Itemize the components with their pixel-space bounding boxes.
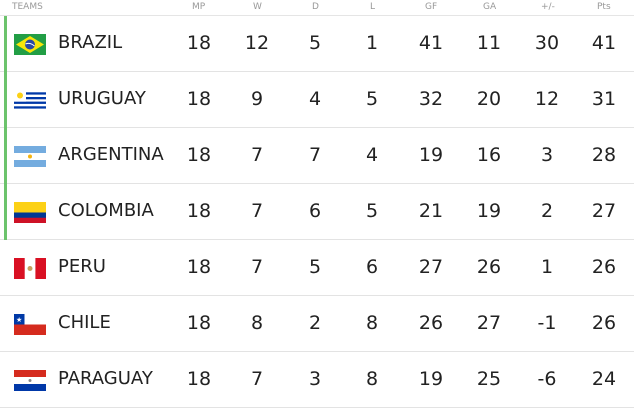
team-name[interactable]: PARAGUAY bbox=[58, 368, 153, 389]
stat-mp: 18 bbox=[186, 32, 212, 54]
stat-w: 7 bbox=[250, 368, 264, 390]
stat-mp: 18 bbox=[186, 144, 212, 166]
stat-d: 5 bbox=[308, 256, 322, 278]
chile-flag-icon: ★ bbox=[14, 314, 46, 335]
table-row[interactable]: PARAGUAY 18 7 3 8 19 25 -6 24 bbox=[0, 352, 634, 408]
team-name[interactable]: BRAZIL bbox=[58, 32, 123, 53]
team-name[interactable]: URUGUAY bbox=[58, 88, 146, 109]
team-name[interactable]: CHILE bbox=[58, 312, 111, 333]
argentina-flag-icon bbox=[14, 146, 46, 167]
stat-gd: -1 bbox=[537, 312, 557, 334]
stat-gf: 27 bbox=[418, 256, 444, 278]
stat-ga: 16 bbox=[476, 144, 502, 166]
stat-w: 7 bbox=[250, 256, 264, 278]
header-w: W bbox=[253, 2, 262, 12]
stat-mp: 18 bbox=[186, 312, 212, 334]
header-pts: Pts bbox=[597, 2, 611, 12]
header-gd: +/- bbox=[541, 2, 555, 12]
table-row[interactable]: ★ CHILE 18 8 2 8 26 27 -1 26 bbox=[0, 296, 634, 352]
stat-pts: 26 bbox=[591, 312, 617, 334]
stat-l: 8 bbox=[365, 312, 379, 334]
qualification-marker bbox=[4, 72, 7, 128]
stat-mp: 18 bbox=[186, 200, 212, 222]
stat-gf: 19 bbox=[418, 368, 444, 390]
stat-pts: 28 bbox=[591, 144, 617, 166]
stat-d: 2 bbox=[308, 312, 322, 334]
table-row[interactable]: COLOMBIA 18 7 6 5 21 19 2 27 bbox=[0, 184, 634, 240]
stat-l: 1 bbox=[365, 32, 379, 54]
stat-d: 3 bbox=[308, 368, 322, 390]
stat-pts: 24 bbox=[591, 368, 617, 390]
header-ga: GA bbox=[483, 2, 497, 12]
stat-gd: 12 bbox=[534, 88, 560, 110]
team-name[interactable]: ARGENTINA bbox=[58, 144, 164, 165]
stat-w: 12 bbox=[244, 32, 270, 54]
stat-gd: 30 bbox=[534, 32, 560, 54]
stat-pts: 27 bbox=[591, 200, 617, 222]
stat-mp: 18 bbox=[186, 88, 212, 110]
table-row[interactable]: ARGENTINA 18 7 7 4 19 16 3 28 bbox=[0, 128, 634, 184]
stat-d: 4 bbox=[308, 88, 322, 110]
table-header: TEAMS MP W D L GF GA +/- Pts bbox=[0, 0, 634, 16]
table-row[interactable]: PERU 18 7 5 6 27 26 1 26 bbox=[0, 240, 634, 296]
stat-ga: 27 bbox=[476, 312, 502, 334]
peru-flag-icon bbox=[14, 258, 46, 279]
header-l: L bbox=[370, 2, 376, 12]
stat-w: 7 bbox=[250, 200, 264, 222]
stat-gd: 1 bbox=[540, 256, 554, 278]
stat-gd: -6 bbox=[537, 368, 557, 390]
stat-ga: 11 bbox=[476, 32, 502, 54]
colombia-flag-icon bbox=[14, 202, 46, 223]
paraguay-flag-icon bbox=[14, 370, 46, 391]
stat-d: 5 bbox=[308, 32, 322, 54]
stat-w: 9 bbox=[250, 88, 264, 110]
stat-gf: 32 bbox=[418, 88, 444, 110]
header-teams: TEAMS bbox=[12, 2, 43, 12]
stat-gf: 26 bbox=[418, 312, 444, 334]
stat-pts: 26 bbox=[591, 256, 617, 278]
stat-mp: 18 bbox=[186, 256, 212, 278]
qualification-marker bbox=[4, 128, 7, 184]
brazil-flag-icon bbox=[14, 34, 46, 55]
qualification-marker bbox=[4, 16, 7, 72]
team-name[interactable]: COLOMBIA bbox=[58, 200, 154, 221]
table-row[interactable]: BRAZIL 18 12 5 1 41 11 30 41 bbox=[0, 16, 634, 72]
qualification-marker bbox=[4, 184, 7, 240]
stat-ga: 20 bbox=[476, 88, 502, 110]
stat-mp: 18 bbox=[186, 368, 212, 390]
stat-pts: 41 bbox=[591, 32, 617, 54]
stat-l: 5 bbox=[365, 200, 379, 222]
stat-l: 5 bbox=[365, 88, 379, 110]
header-mp: MP bbox=[192, 2, 206, 12]
stat-w: 7 bbox=[250, 144, 264, 166]
stat-gd: 3 bbox=[540, 144, 554, 166]
stat-gd: 2 bbox=[540, 200, 554, 222]
table-row[interactable]: URUGUAY 18 9 4 5 32 20 12 31 bbox=[0, 72, 634, 128]
stat-l: 8 bbox=[365, 368, 379, 390]
stat-l: 6 bbox=[365, 256, 379, 278]
stat-d: 7 bbox=[308, 144, 322, 166]
stat-gf: 21 bbox=[418, 200, 444, 222]
stat-d: 6 bbox=[308, 200, 322, 222]
stat-ga: 26 bbox=[476, 256, 502, 278]
header-gf: GF bbox=[425, 2, 438, 12]
svg-text:★: ★ bbox=[16, 316, 22, 324]
stat-pts: 31 bbox=[591, 88, 617, 110]
stat-w: 8 bbox=[250, 312, 264, 334]
stat-ga: 19 bbox=[476, 200, 502, 222]
team-name[interactable]: PERU bbox=[58, 256, 106, 277]
stat-gf: 41 bbox=[418, 32, 444, 54]
header-d: D bbox=[312, 2, 319, 12]
stat-ga: 25 bbox=[476, 368, 502, 390]
uruguay-flag-icon bbox=[14, 90, 46, 111]
stat-gf: 19 bbox=[418, 144, 444, 166]
stat-l: 4 bbox=[365, 144, 379, 166]
